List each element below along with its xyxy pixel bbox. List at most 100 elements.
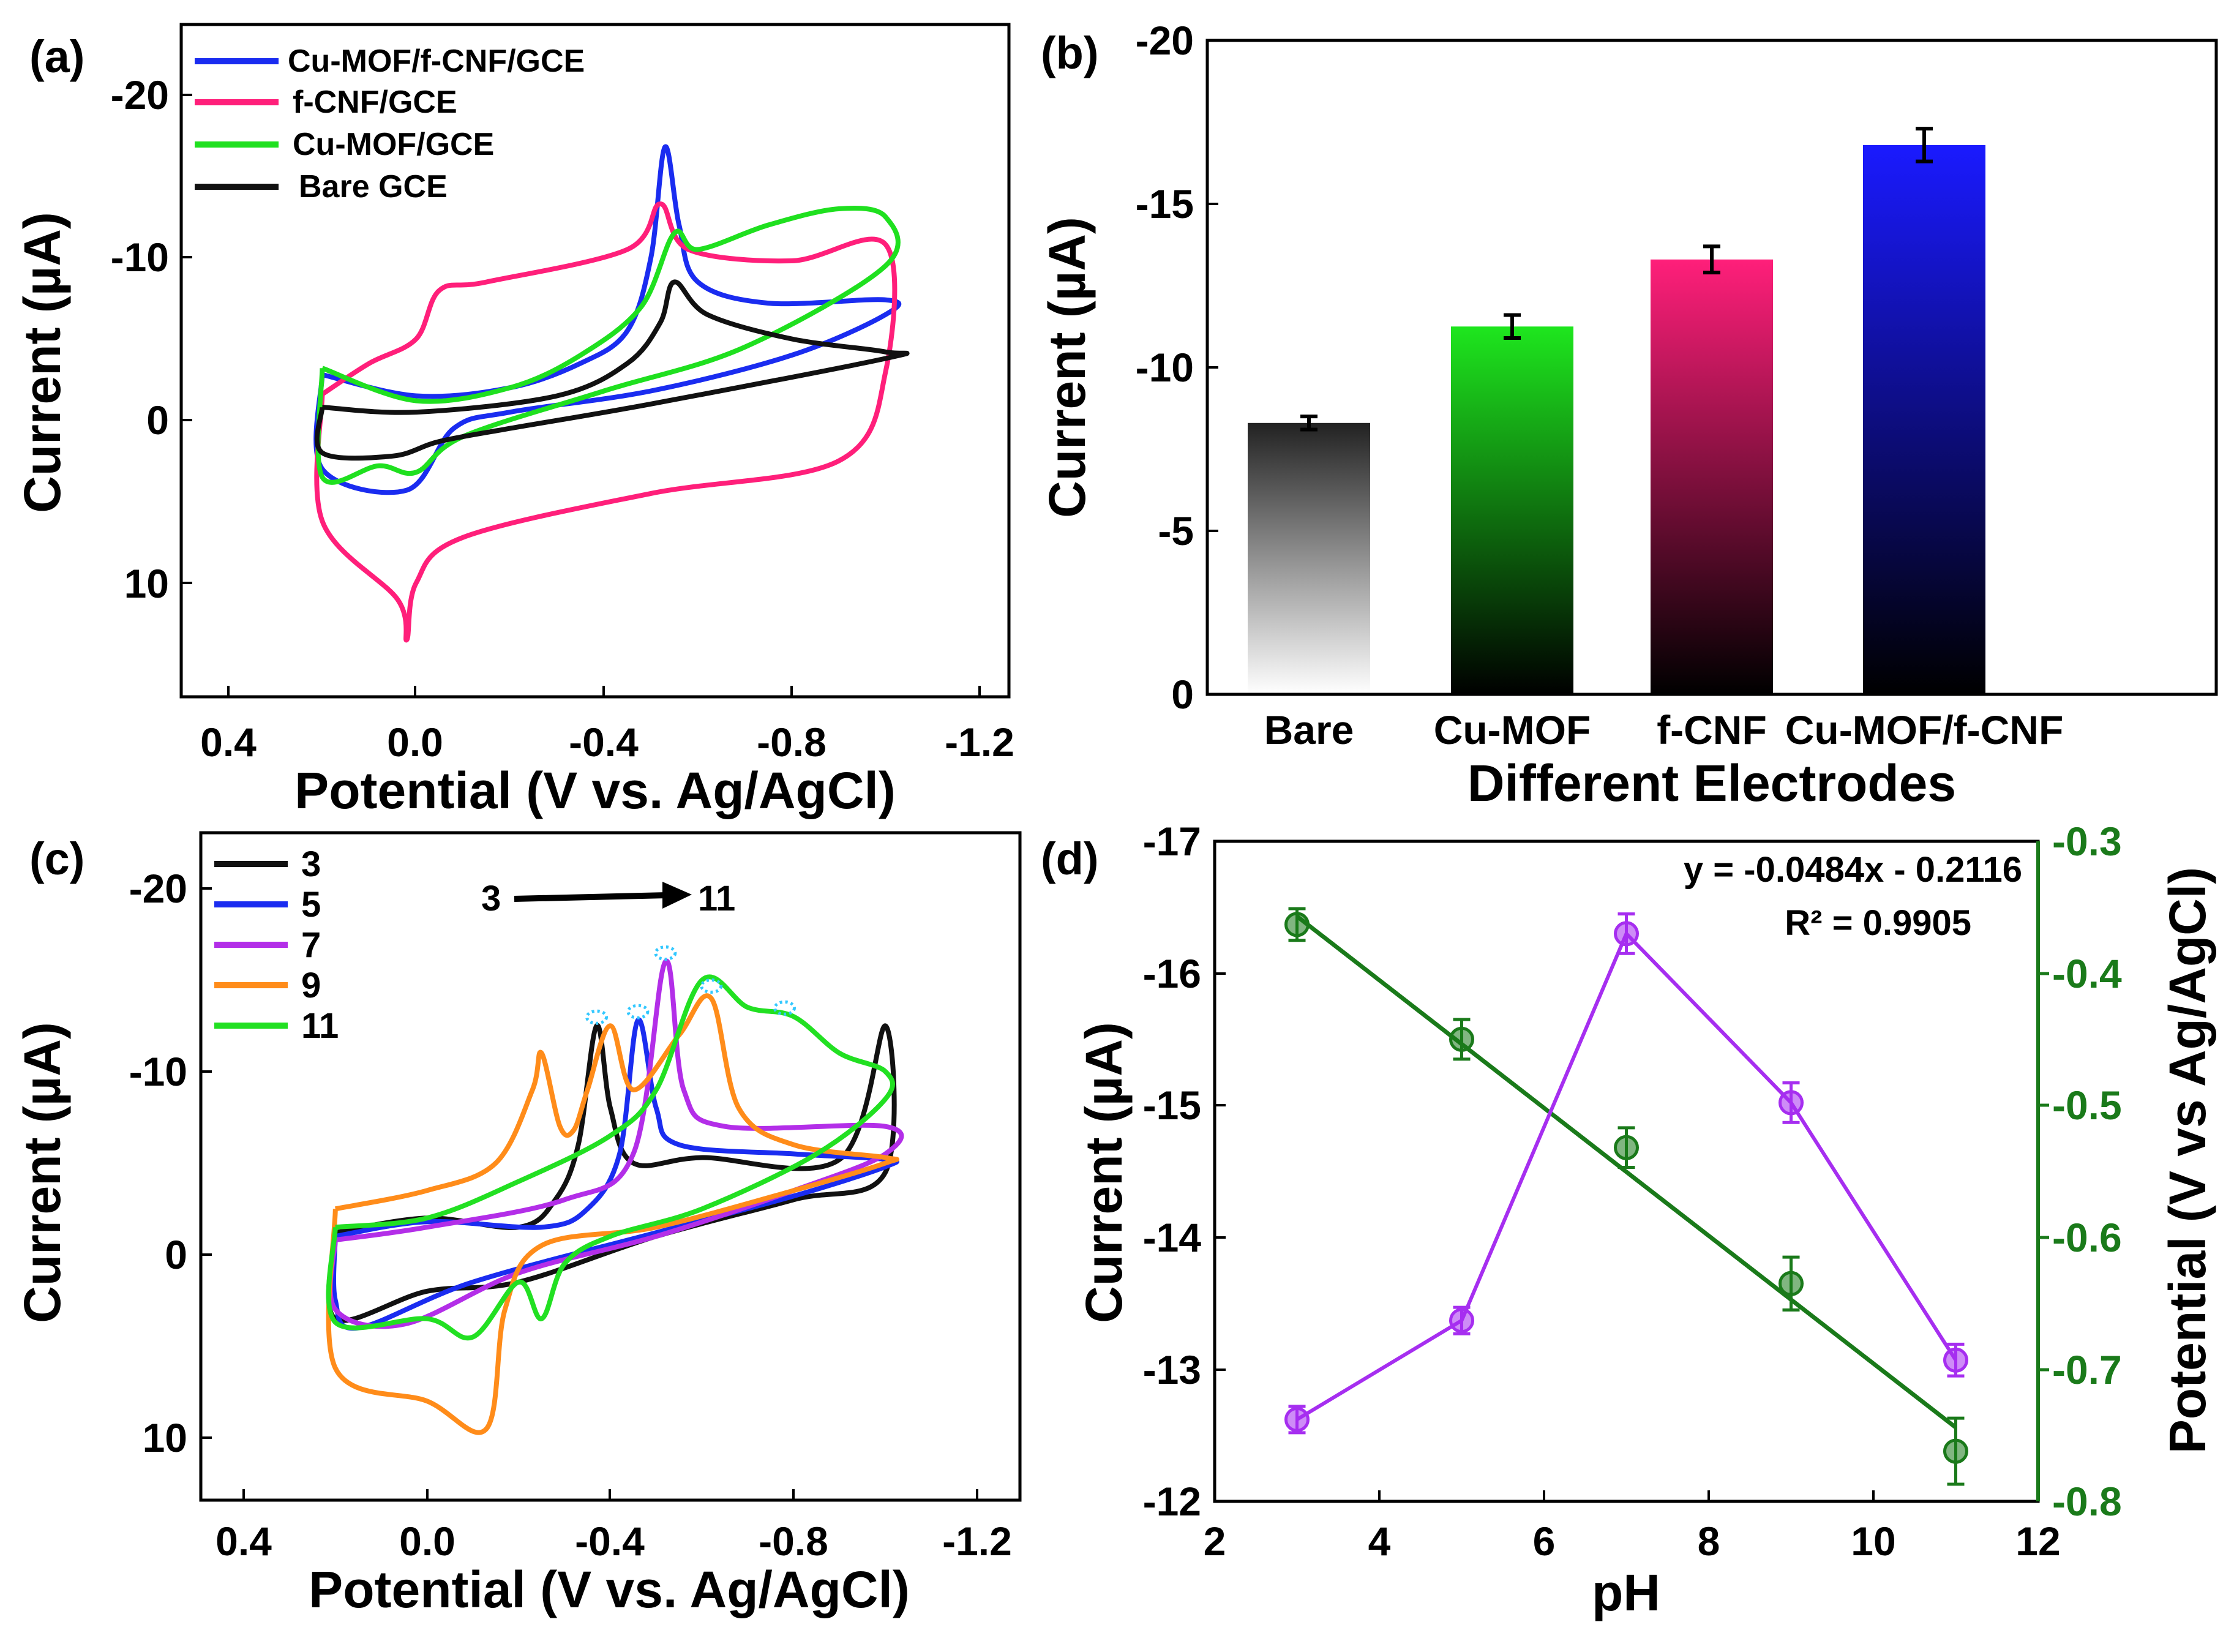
panel-c-xtick: -0.8 xyxy=(759,1519,828,1564)
annotation-start: 3 xyxy=(481,879,501,918)
bar xyxy=(1651,259,1773,694)
panel-d-right-ytick: -0.5 xyxy=(2052,1083,2122,1128)
current-point xyxy=(1943,1347,1968,1373)
panel-b-category: f-CNF xyxy=(1657,707,1767,753)
panel-a-xtick: -0.8 xyxy=(757,719,827,765)
annotation-end: 11 xyxy=(698,879,735,918)
bar xyxy=(1863,145,1985,694)
panel-c-xlabel: Potential (V vs. Ag/AgCl) xyxy=(309,1561,910,1618)
panel-a-xtick: -1.2 xyxy=(945,719,1014,765)
panel-b-label: (b) xyxy=(1041,28,1099,78)
peak-marker xyxy=(626,1004,650,1019)
panel-a-yticks: -20 -10 0 10 xyxy=(111,72,192,606)
legend-label: Bare GCE xyxy=(299,169,448,205)
panel-b-yticks: 0 -5 -10 -15 -20 xyxy=(1136,18,1218,717)
panel-a-ytick: 0 xyxy=(146,397,169,443)
panel-a: (a) 0.4 0.0 -0.4 -0.8 -1.2 -20 -10 0 10 … xyxy=(13,23,1014,819)
panel-c-xtick: 0.0 xyxy=(399,1519,455,1564)
panel-b-ytick: -10 xyxy=(1136,345,1194,390)
panel-d-right-ytick: -0.6 xyxy=(2052,1215,2122,1260)
panel-d-xticks: 2 4 6 8 10 12 xyxy=(1204,1490,2061,1564)
panel-d-xtick: 12 xyxy=(2015,1519,2060,1564)
panel-c-ytick: 10 xyxy=(143,1415,187,1460)
panel-c-xtick: -0.4 xyxy=(575,1519,645,1564)
panel-a-xtick: 0.4 xyxy=(200,719,257,765)
potential-point xyxy=(1943,1438,1968,1464)
cv-curve xyxy=(314,201,898,643)
current-line xyxy=(1295,930,1958,1421)
panel-c-frame xyxy=(199,831,1022,1502)
legend-label: Cu-MOF/f-CNF/GCE xyxy=(288,43,585,79)
panel-b-ytick: 0 xyxy=(1171,672,1194,717)
cv-curve xyxy=(314,279,910,461)
panel-c-arrow-annotation: 3 11 xyxy=(481,879,735,918)
panel-d-ytick: -16 xyxy=(1143,951,1201,996)
panel-a-series xyxy=(313,144,910,643)
panel-b-xticks: Bare Cu-MOF f-CNF Cu-MOF/f-CNF xyxy=(1264,707,2064,753)
panel-d-ytick: -12 xyxy=(1143,1479,1201,1524)
panel-c-ytick: -20 xyxy=(129,866,187,911)
current-point xyxy=(1284,1406,1310,1432)
potential-point xyxy=(1284,912,1310,937)
panel-a-xtick: 0.0 xyxy=(387,719,443,765)
panel-a-xtick: -0.4 xyxy=(569,719,639,765)
current-point xyxy=(1779,1090,1804,1116)
panel-d-right-yticks: -0.8 -0.7 -0.6 -0.5 -0.4 -0.3 xyxy=(2038,819,2122,1524)
bar xyxy=(1451,326,1573,694)
panel-b-ytick: -20 xyxy=(1136,18,1194,63)
panel-c: (c) 0.4 0.0 -0.4 -0.8 -1.2 -20 -10 0 10 … xyxy=(13,831,1022,1618)
potential-point xyxy=(1779,1271,1804,1296)
panel-a-frame xyxy=(179,23,1011,699)
peak-marker xyxy=(773,1000,797,1016)
panel-d-r-squared: R² = 0.9905 xyxy=(1785,903,1971,943)
panel-c-xticks: 0.4 0.0 -0.4 -0.8 -1.2 xyxy=(216,1489,1012,1564)
panel-c-ytick: 0 xyxy=(165,1232,187,1277)
panel-d-yticks: -12 -13 -14 -15 -16 -17 xyxy=(1143,819,1226,1524)
panel-a-xlabel: Potential (V vs. Ag/AgCl) xyxy=(294,762,896,819)
panel-c-ylabel: Current (µA) xyxy=(13,1022,71,1323)
panel-b-category: Cu-MOF/f-CNF xyxy=(1785,707,2064,753)
panel-d-plot xyxy=(1284,907,1968,1486)
panel-a-label: (a) xyxy=(29,31,84,82)
panel-b-category: Cu-MOF xyxy=(1434,707,1591,753)
panel-d-xtick: 10 xyxy=(1851,1519,1895,1564)
panel-d-fit-equation: y = -0.0484x - 0.2116 xyxy=(1684,850,2022,890)
cv-curve xyxy=(328,958,904,1329)
legend-label: Cu-MOF/GCE xyxy=(293,127,494,162)
panel-d: (d) 2 4 6 8 10 12 -12 -13 -14 -15 -16 -1… xyxy=(1041,819,2216,1621)
panel-a-ytick: -20 xyxy=(111,72,169,118)
panel-d-right-ytick: -0.7 xyxy=(2052,1347,2122,1392)
annotation-arrow-head xyxy=(662,882,692,909)
legend-label: 11 xyxy=(301,1006,339,1046)
current-point xyxy=(1614,921,1639,947)
panel-b-xlabel: Different Electrodes xyxy=(1467,754,1956,812)
peak-marker xyxy=(585,1009,609,1025)
panel-a-ytick: 10 xyxy=(124,561,169,606)
panel-c-series xyxy=(326,945,904,1435)
panel-d-ytick: -13 xyxy=(1143,1347,1201,1392)
legend-label: f-CNF/GCE xyxy=(293,84,457,120)
cv-curve xyxy=(315,205,901,485)
panel-d-xtick: 4 xyxy=(1368,1519,1391,1564)
cv-curve xyxy=(326,993,899,1435)
panel-d-xtick: 8 xyxy=(1698,1519,1720,1564)
potential-point xyxy=(1449,1026,1474,1052)
legend-label: 5 xyxy=(301,885,321,925)
panel-b-ylabel: Current (µA) xyxy=(1038,217,1096,518)
bar xyxy=(1248,422,1370,694)
panel-b-ytick: -15 xyxy=(1136,181,1194,227)
panel-d-label: (d) xyxy=(1041,833,1099,884)
panel-c-ytick: -10 xyxy=(129,1049,187,1094)
panel-d-right-ylabel: Potential (V vs Ag/AgCl) xyxy=(2159,867,2216,1454)
legend-label: 3 xyxy=(301,844,321,884)
annotation-arrow-shaft xyxy=(514,892,668,902)
peak-marker xyxy=(700,978,723,994)
potential-point xyxy=(1614,1135,1639,1160)
panel-d-ylabel: Current (µA) xyxy=(1075,1022,1133,1323)
cv-curve xyxy=(326,974,895,1341)
panel-b-category: Bare xyxy=(1264,707,1354,753)
panel-c-xtick: 0.4 xyxy=(216,1519,272,1564)
fit-line xyxy=(1295,914,1957,1430)
cv-curve xyxy=(313,144,902,495)
